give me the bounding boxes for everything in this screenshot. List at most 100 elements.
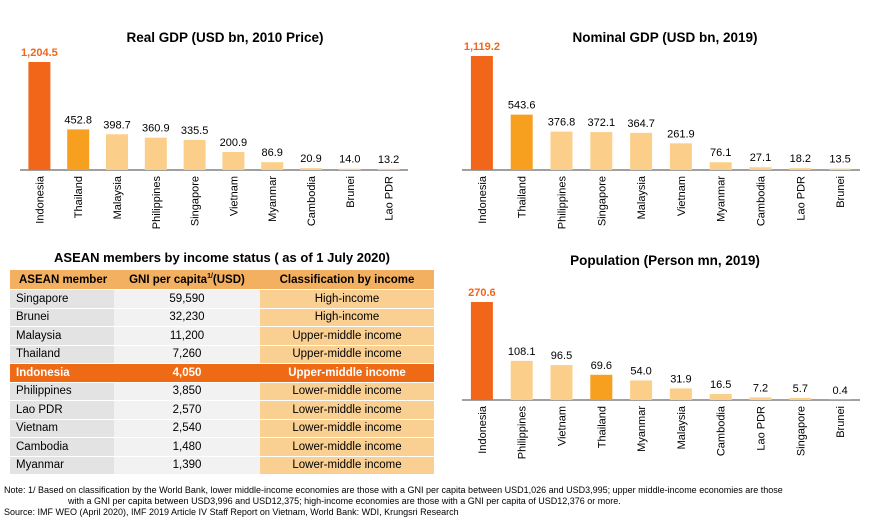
data-label: 372.1 [588,117,616,129]
bar-vietnam [550,365,573,400]
cell-member: Singapore [10,289,114,309]
tick-label: Indonesia [34,175,46,224]
income-table-title: ASEAN members by income status ( as of 1… [54,250,390,265]
data-label: 54.0 [630,365,651,377]
nominal-gdp-chart: 1,119.2 Indonesia 543.6 Thailand 376.8 Philip… [462,41,860,229]
cell-gni: 4,050 [114,363,260,383]
data-label: 364.7 [627,118,655,130]
tick-label: Lao PDR [756,406,768,451]
cell-classification: Lower-middle income [260,437,434,457]
tick-label: Brunei [835,176,847,208]
data-label: 543.6 [508,100,536,112]
bar-thailand [590,374,613,400]
data-label: 96.5 [551,350,572,362]
data-label: 14.0 [339,154,360,166]
table-row: Vietnam 2,540 Lower-middle income [10,419,434,438]
tick-label: Indonesia [477,175,489,224]
cell-member: Myanmar [10,456,114,475]
real-gdp-chart: 1,204.5 Indonesia 452.8 Thailand 398.7 Malays… [20,47,408,230]
header-gni: GNI per capita1/(USD) [114,270,260,290]
data-label: 335.5 [181,125,209,137]
data-label: 398.7 [103,119,131,131]
data-label: 0.4 [832,385,847,397]
data-label: 20.9 [300,153,321,165]
tick-label: Myanmar [716,176,728,222]
data-label: 7.2 [753,382,768,394]
bar-singapore [789,397,812,400]
tick-label: Vietnam [557,406,569,446]
real-gdp-title: Real GDP (USD bn, 2010 Price) [126,30,324,45]
cell-classification: Lower-middle income [260,456,434,475]
cell-gni: 59,590 [114,289,260,309]
bar-philippines [550,131,573,170]
tick-label: Philippines [517,406,529,460]
tick-label: Indonesia [477,405,489,454]
bar-indonesia [470,302,493,400]
bar-malaysia [669,388,692,400]
bar-brunei [338,168,361,170]
bar-brunei [829,168,852,170]
table-row: Lao PDR 2,570 Lower-middle income [10,400,434,420]
bar-thailand [67,129,90,170]
data-label: 1,119.2 [464,41,500,53]
bar-malaysia [106,134,128,170]
data-label: 16.5 [710,379,731,391]
bar-vietnam [669,143,692,170]
cell-member: Cambodia [10,437,114,457]
bar-lao-pdr [749,397,772,400]
cell-gni: 1,480 [114,437,260,457]
cell-member: Malaysia [10,326,114,346]
table-row: Thailand 7,260 Upper-middle income [10,345,434,364]
data-label: 13.5 [829,154,850,166]
data-label: 108.1 [508,346,536,358]
bar-cambodia [709,394,732,400]
cell-classification: Upper-middle income [260,326,434,346]
data-label: 1,204.5 [21,47,58,59]
cell-member: Vietnam [10,419,114,438]
tick-label: Lao PDR [795,176,807,221]
data-label: 261.9 [667,128,695,140]
tick-label: Cambodia [306,175,318,226]
table-row: Singapore 59,590 High-income [10,289,434,309]
table-row: Indonesia 4,050 Upper-middle income [10,363,434,383]
cell-member: Philippines [10,382,114,401]
bar-cambodia [749,167,772,170]
data-label: 13.2 [378,154,399,166]
table-header-row: ASEAN member GNI per capita1/(USD) Class… [10,270,434,290]
tick-label: Brunei [345,176,357,208]
bar-philippines [510,360,533,400]
bar-thailand [510,114,533,170]
data-label: 200.9 [220,137,248,149]
cell-gni: 11,200 [114,326,260,346]
income-status-table: ASEAN member GNI per capita1/(USD) Class… [10,270,434,475]
bar-cambodia [300,168,322,170]
table-row: Myanmar 1,390 Lower-middle income [10,456,434,475]
header-member: ASEAN member [10,270,114,290]
tick-label: Malaysia [676,405,688,449]
bar-myanmar [709,162,732,170]
bar-vietnam [222,151,245,170]
footnote-line2: with a GNI per capita between USD3,996 a… [68,496,621,506]
cell-classification: High-income [260,308,434,327]
cell-gni: 1,390 [114,456,260,475]
data-label: 270.6 [468,287,496,299]
bar-myanmar [261,162,284,170]
tick-label: Singapore [795,406,807,456]
cell-classification: Lower-middle income [260,400,434,420]
bar-singapore [183,139,206,170]
cell-gni: 2,570 [114,400,260,420]
tick-label: Philippines [151,176,163,230]
cell-member: Thailand [10,345,114,364]
header-classification: Classification by income [260,270,434,290]
tick-label: Malaysia [112,175,124,219]
cell-member: Lao PDR [10,400,114,420]
cell-classification: Upper-middle income [260,363,434,383]
bar-myanmar [630,380,653,400]
data-label: 5.7 [793,383,808,395]
nominal-gdp-title: Nominal GDP (USD bn, 2019) [572,30,758,45]
bar-singapore [590,132,613,170]
data-label: 18.2 [790,153,811,165]
tick-label: Malaysia [636,175,648,219]
cell-gni: 7,260 [114,345,260,364]
table-row: Malaysia 11,200 Upper-middle income [10,326,434,346]
